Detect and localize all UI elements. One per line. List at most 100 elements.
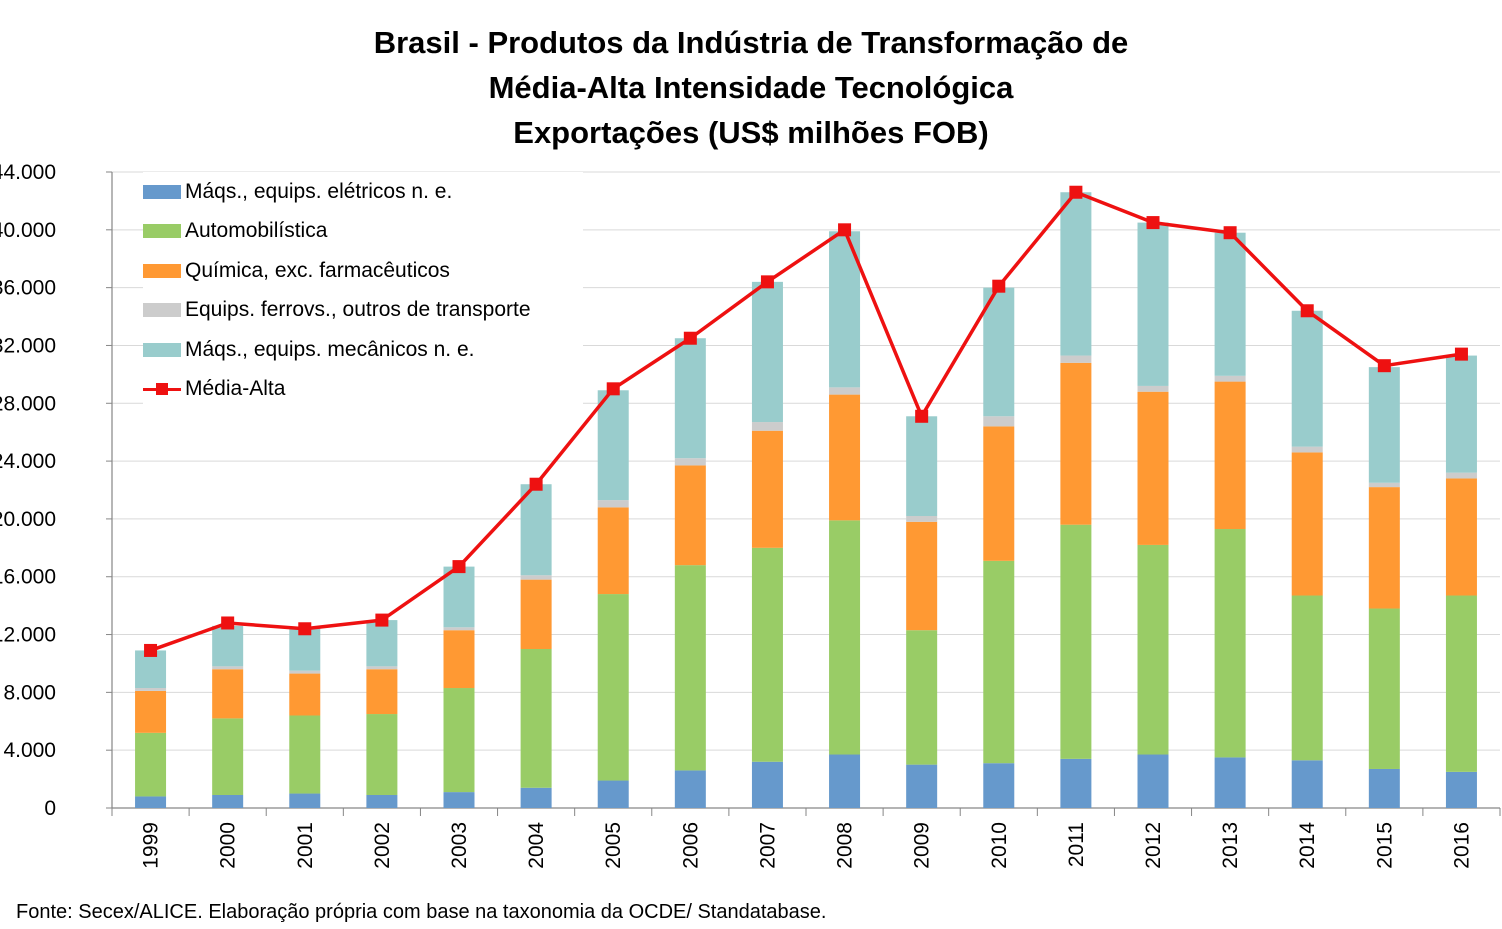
bar-eletricos-2012 — [1137, 754, 1169, 808]
bar-quimica-2008 — [829, 394, 861, 521]
bar-ferrovs-2014 — [1291, 446, 1323, 453]
bar-quimica-1999 — [135, 690, 167, 733]
x-tick-label-2007: 2007 — [756, 822, 779, 869]
y-tick-label: 28.000 — [0, 392, 56, 415]
bar-mecanicos-2000 — [212, 625, 244, 667]
x-tick-label-2000: 2000 — [217, 822, 240, 869]
bar-ferrovs-2004 — [520, 575, 552, 580]
x-tick-label-2001: 2001 — [294, 822, 317, 869]
bar-automobilistica-2016 — [1445, 595, 1477, 772]
chart-title: Brasil - Produtos da Indústria de Transf… — [0, 20, 1502, 155]
legend-item-mecanicos: Máqs., equips. mecânicos n. e. — [143, 336, 474, 364]
bar-eletricos-2010 — [983, 763, 1015, 808]
x-tick-label-2006: 2006 — [679, 822, 702, 869]
marker-media-alta-2013 — [1223, 226, 1237, 240]
line-media-alta — [149, 190, 1462, 653]
bar-automobilistica-2008 — [829, 520, 861, 755]
bar-eletricos-1999 — [135, 796, 167, 808]
legend-label-media-alta: Média-Alta — [185, 377, 286, 400]
bar-eletricos-2007 — [751, 761, 783, 808]
bar-quimica-2002 — [366, 669, 398, 715]
y-tick-label: 24.000 — [0, 450, 56, 473]
bar-eletricos-2013 — [1214, 757, 1246, 808]
marker-media-alta-2016 — [1454, 347, 1468, 361]
bar-eletricos-2001 — [289, 793, 321, 808]
marker-media-alta-2005 — [606, 382, 620, 396]
bar-mecanicos-2015 — [1368, 367, 1400, 483]
bar-eletricos-2002 — [366, 794, 398, 808]
y-tick-label: 8.000 — [3, 681, 56, 704]
marker-media-alta-2003 — [452, 560, 466, 574]
bar-eletricos-2014 — [1291, 760, 1323, 808]
x-tick-label-2013: 2013 — [1219, 822, 1242, 869]
y-tick-label: 20.000 — [0, 508, 56, 531]
x-tick-label-2009: 2009 — [911, 822, 934, 869]
bar-mecanicos-2002 — [366, 620, 398, 667]
y-tick-label: 12.000 — [0, 624, 56, 647]
marker-media-alta-2000 — [221, 616, 235, 630]
legend-item-automobilistica: Automobilística — [143, 217, 327, 245]
bar-eletricos-2003 — [443, 792, 475, 808]
bar-mecanicos-2012 — [1137, 222, 1169, 386]
bar-automobilistica-2012 — [1137, 544, 1169, 755]
marker-media-alta-2010 — [992, 279, 1006, 293]
bar-mecanicos-2006 — [674, 338, 706, 459]
x-tick-label-2005: 2005 — [602, 822, 625, 869]
legend-swatch-quimica — [143, 264, 181, 278]
bar-quimica-2012 — [1137, 391, 1169, 545]
legend-label-automobilistica: Automobilística — [185, 219, 328, 242]
legend-item-eletricos: Máqs., equips. elétricos n. e. — [143, 178, 452, 206]
y-tick-label: 36.000 — [0, 277, 56, 300]
bar-mecanicos-2014 — [1291, 310, 1323, 447]
bar-eletricos-2015 — [1368, 768, 1400, 808]
bar-automobilistica-2013 — [1214, 529, 1246, 758]
bar-ferrovs-2010 — [983, 416, 1015, 427]
marker-media-alta-2015 — [1377, 359, 1391, 373]
bar-automobilistica-2000 — [212, 718, 244, 795]
bar-quimica-2007 — [751, 430, 783, 548]
bar-automobilistica-2003 — [443, 688, 475, 793]
bar-automobilistica-2001 — [289, 715, 321, 794]
legend-label-eletricos: Máqs., equips. elétricos n. e. — [185, 180, 453, 203]
bar-eletricos-2005 — [597, 780, 629, 808]
legend-swatch-eletricos — [143, 185, 181, 199]
bar-quimica-2003 — [443, 630, 475, 689]
marker-media-alta-2008 — [838, 223, 852, 237]
bar-quimica-2001 — [289, 673, 321, 716]
bar-automobilistica-2011 — [1060, 524, 1092, 759]
marker-media-alta-2012 — [1146, 216, 1160, 230]
marker-media-alta-2009 — [915, 409, 929, 423]
bar-eletricos-2009 — [906, 764, 938, 808]
bar-eletricos-2004 — [520, 787, 552, 808]
legend-label-quimica: Química, exc. farmacêuticos — [185, 259, 450, 282]
chart-title-line-1: Brasil - Produtos da Indústria de Transf… — [373, 25, 1129, 60]
bar-quimica-2009 — [906, 521, 938, 631]
legend-swatch-ferrovs — [143, 303, 181, 317]
x-tick-label-2003: 2003 — [448, 822, 471, 869]
legend-label-ferrovs: Equips. ferrovs., outros de transporte — [185, 298, 531, 321]
bar-quimica-2005 — [597, 507, 629, 595]
marker-media-alta-2014 — [1300, 304, 1314, 318]
x-tick-label-2015: 2015 — [1373, 822, 1396, 869]
bar-ferrovs-2006 — [674, 458, 706, 466]
y-tick-label: 4.000 — [3, 739, 56, 762]
bar-mecanicos-2011 — [1060, 192, 1092, 356]
y-tick-label: 44.000 — [0, 161, 56, 184]
legend-swatch-mecanicos — [143, 343, 181, 357]
bar-ferrovs-2011 — [1060, 355, 1092, 363]
marker-media-alta-2006 — [683, 331, 697, 345]
marker-media-alta-2007 — [760, 275, 774, 289]
bar-mecanicos-2016 — [1445, 355, 1477, 473]
bar-automobilistica-2006 — [674, 565, 706, 771]
bar-ferrovs-2016 — [1445, 472, 1477, 479]
x-tick-label-2004: 2004 — [525, 822, 548, 869]
bar-ferrovs-2002 — [366, 666, 398, 670]
bar-mecanicos-2005 — [597, 390, 629, 501]
legend-item-media-alta: Média-Alta — [143, 375, 285, 403]
bar-quimica-2016 — [1445, 478, 1477, 596]
bar-mecanicos-2007 — [751, 281, 783, 423]
bar-mecanicos-2004 — [520, 484, 552, 576]
bar-ferrovs-2012 — [1137, 385, 1169, 392]
bar-ferrovs-2008 — [829, 387, 861, 395]
bar-ferrovs-2009 — [906, 516, 938, 522]
